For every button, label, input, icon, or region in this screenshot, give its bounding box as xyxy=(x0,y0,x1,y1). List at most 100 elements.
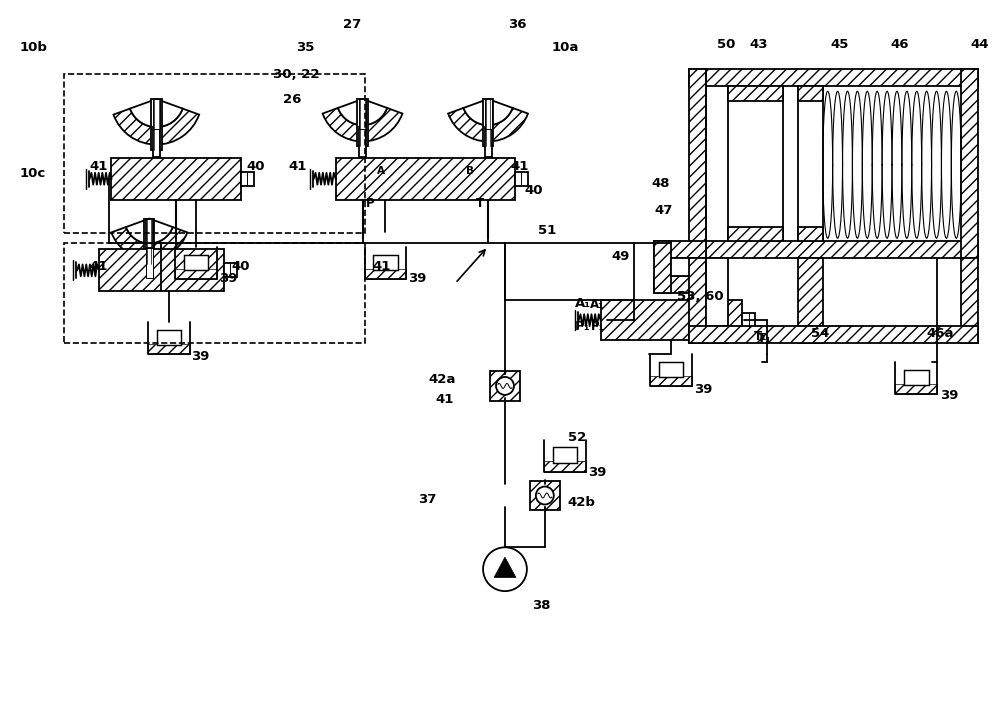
Bar xyxy=(798,258,823,343)
Bar xyxy=(515,172,528,186)
Bar xyxy=(798,326,823,343)
Text: 41: 41 xyxy=(510,160,528,173)
Text: 39: 39 xyxy=(219,272,237,285)
Text: 42a: 42a xyxy=(428,373,456,387)
Circle shape xyxy=(483,547,527,591)
Text: 40: 40 xyxy=(231,260,250,273)
Bar xyxy=(895,384,937,394)
Text: 41: 41 xyxy=(372,260,391,273)
Bar xyxy=(373,255,398,270)
Text: 44: 44 xyxy=(970,38,989,51)
Bar xyxy=(654,242,671,293)
Polygon shape xyxy=(494,557,516,577)
Text: 52: 52 xyxy=(568,431,586,444)
Text: 54: 54 xyxy=(811,327,829,340)
Bar xyxy=(728,86,783,242)
Bar xyxy=(689,258,706,343)
Bar xyxy=(650,376,692,386)
Bar xyxy=(961,69,978,258)
Text: 41: 41 xyxy=(90,260,108,273)
Bar xyxy=(654,277,706,293)
Bar xyxy=(490,371,520,401)
Wedge shape xyxy=(338,99,387,125)
Wedge shape xyxy=(323,108,402,141)
Text: 41: 41 xyxy=(90,160,108,173)
Text: T₁: T₁ xyxy=(754,330,767,343)
Text: 43: 43 xyxy=(749,38,768,51)
Wedge shape xyxy=(111,227,187,259)
Bar xyxy=(728,226,783,242)
Circle shape xyxy=(536,486,554,505)
Text: 49: 49 xyxy=(612,250,630,263)
Text: B: B xyxy=(466,166,474,175)
Bar xyxy=(728,86,783,101)
Text: 10b: 10b xyxy=(20,41,48,54)
Bar xyxy=(241,172,254,186)
Text: 39: 39 xyxy=(408,272,427,285)
Text: 36: 36 xyxy=(508,17,526,31)
Bar xyxy=(706,326,728,343)
Text: 10c: 10c xyxy=(20,167,46,181)
Text: A₁: A₁ xyxy=(590,298,605,311)
Wedge shape xyxy=(113,108,199,145)
Text: P: P xyxy=(366,197,375,210)
Text: 38: 38 xyxy=(532,598,550,612)
Bar xyxy=(359,99,366,129)
Bar xyxy=(553,448,577,463)
Bar xyxy=(689,326,978,343)
Bar xyxy=(485,99,492,129)
Text: 47: 47 xyxy=(654,204,673,217)
Text: 48: 48 xyxy=(651,177,670,190)
Bar xyxy=(654,242,706,258)
Bar xyxy=(64,243,365,343)
Bar xyxy=(157,330,181,345)
Bar xyxy=(151,99,162,150)
Bar xyxy=(904,370,929,385)
Bar xyxy=(146,248,153,278)
Bar xyxy=(798,86,823,101)
Text: 41: 41 xyxy=(289,160,307,173)
Bar xyxy=(184,255,208,270)
Bar xyxy=(148,344,190,354)
Text: 40: 40 xyxy=(246,160,264,173)
Text: 39: 39 xyxy=(940,389,959,403)
Text: 46: 46 xyxy=(891,38,909,51)
Text: 35: 35 xyxy=(296,41,314,54)
Text: 10a: 10a xyxy=(552,41,579,54)
Bar xyxy=(689,242,978,258)
Bar xyxy=(601,300,742,340)
Text: T: T xyxy=(476,197,484,210)
Text: A₁: A₁ xyxy=(575,297,591,309)
Bar xyxy=(961,258,978,343)
Bar xyxy=(153,99,160,129)
Text: T₁: T₁ xyxy=(757,331,772,344)
Bar xyxy=(336,158,515,199)
Text: 46a: 46a xyxy=(926,327,954,340)
Bar xyxy=(706,258,728,343)
Text: 53, 60: 53, 60 xyxy=(677,290,724,303)
Circle shape xyxy=(496,377,514,395)
Text: 27: 27 xyxy=(343,17,361,31)
Text: 37: 37 xyxy=(418,493,437,506)
Text: 51: 51 xyxy=(538,224,556,237)
Bar xyxy=(365,269,406,280)
Text: P₁: P₁ xyxy=(575,320,590,333)
Text: A: A xyxy=(376,166,384,175)
Bar xyxy=(224,264,237,277)
Text: 41: 41 xyxy=(435,393,454,406)
Bar xyxy=(357,99,368,146)
Bar xyxy=(359,127,366,157)
Bar xyxy=(530,480,560,510)
Text: P₁: P₁ xyxy=(591,320,605,333)
Bar xyxy=(175,269,217,280)
Bar xyxy=(485,127,492,157)
Bar xyxy=(146,218,153,248)
Bar xyxy=(671,258,706,277)
Text: 50: 50 xyxy=(717,38,736,51)
Text: 42b: 42b xyxy=(568,496,596,509)
Text: 39: 39 xyxy=(191,349,210,363)
Bar xyxy=(99,250,224,291)
Bar xyxy=(689,69,978,86)
Text: 45: 45 xyxy=(831,38,849,51)
Wedge shape xyxy=(130,99,183,127)
